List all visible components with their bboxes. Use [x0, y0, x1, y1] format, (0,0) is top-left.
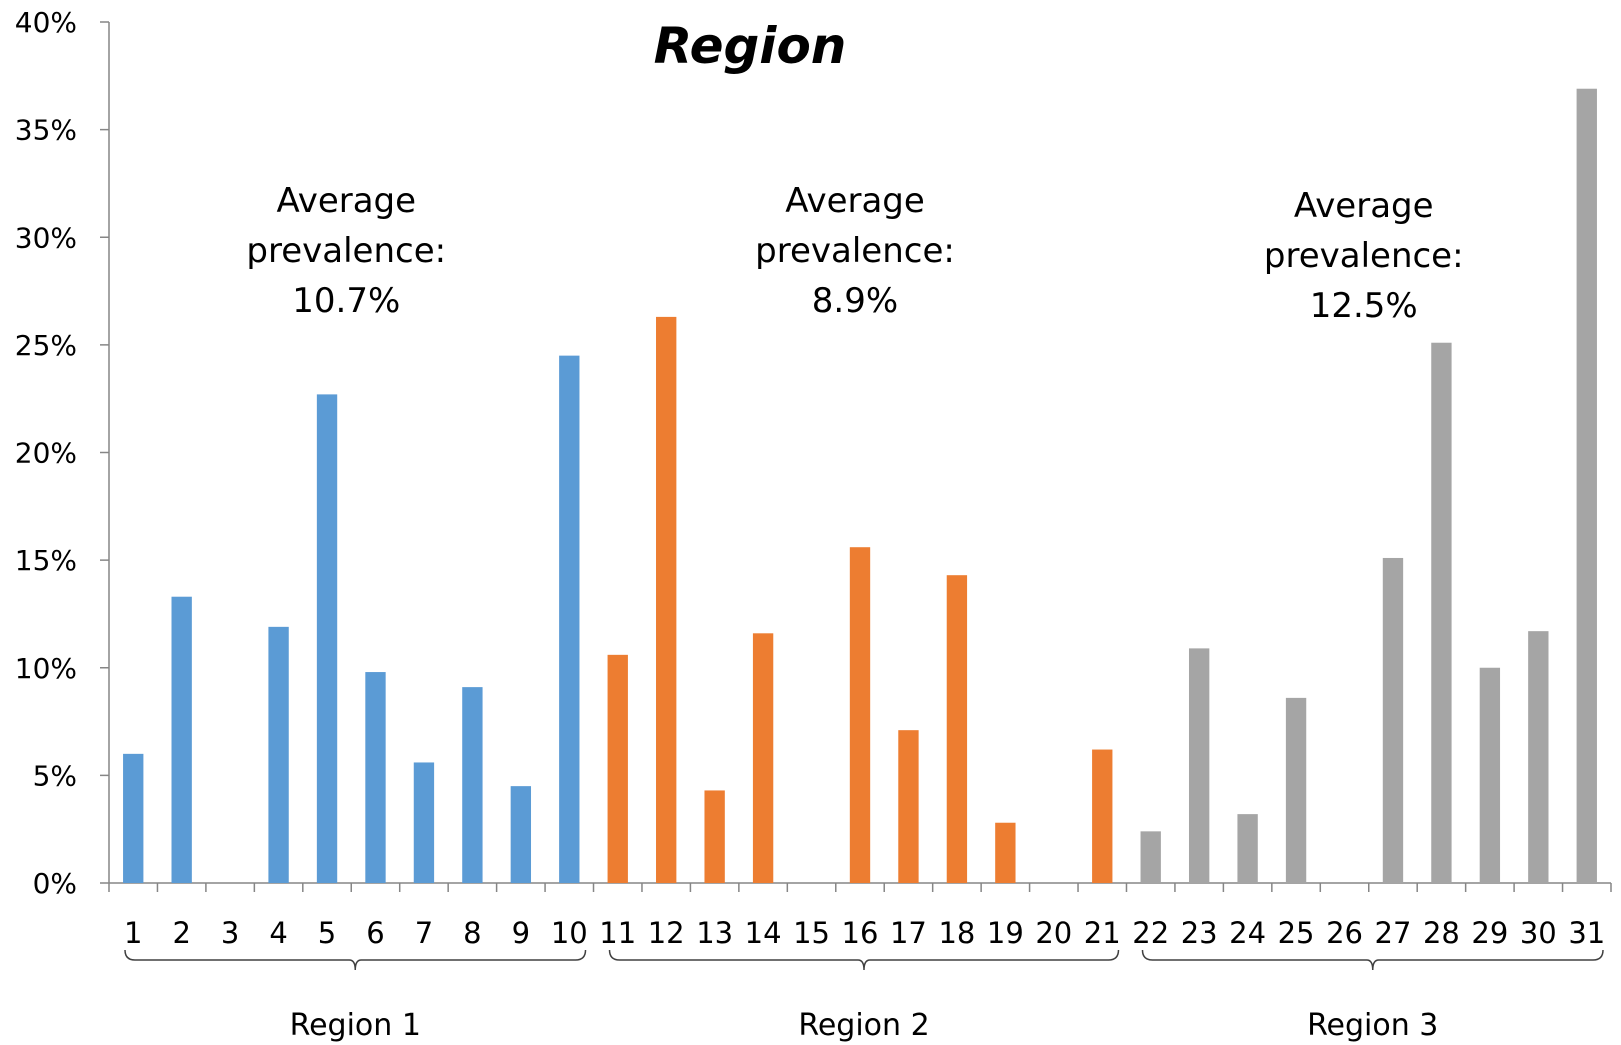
annotation-line: 8.9%: [812, 281, 898, 321]
x-tick-label: 10: [551, 916, 588, 950]
bar-17: [898, 730, 919, 883]
x-tick-label: 11: [599, 916, 636, 950]
x-tick-label: 24: [1229, 916, 1266, 950]
group-brace: [1141, 949, 1604, 971]
bar-24: [1237, 814, 1258, 883]
annotation-line: prevalence:: [1264, 236, 1464, 276]
x-tick-label: 17: [890, 916, 927, 950]
bar-11: [607, 654, 628, 883]
bar-21: [1092, 749, 1113, 883]
y-tick-label: 5%: [33, 759, 77, 792]
bar-18: [946, 575, 968, 883]
x-tick-label: 27: [1375, 916, 1412, 950]
annotation-line: 12.5%: [1310, 286, 1418, 326]
x-tick-label: 2: [172, 916, 190, 950]
bar-8: [462, 687, 483, 883]
y-tick-label: 0%: [33, 867, 77, 900]
x-tick-label: 18: [938, 916, 975, 950]
bar-13: [704, 790, 725, 883]
average-annotations: Average prevalence: 10.7% Average prevalence…: [246, 181, 1463, 326]
bar-10: [559, 355, 580, 883]
x-tick-label: 20: [1035, 916, 1072, 950]
x-tick-label: 12: [648, 916, 685, 950]
x-tick-label: 21: [1084, 916, 1121, 950]
y-tick-label: 30%: [15, 221, 77, 254]
annotation-line: prevalence:: [755, 231, 955, 271]
x-tick-label: 7: [415, 916, 433, 950]
chart-title: Region: [654, 17, 847, 75]
bar-16: [849, 547, 871, 883]
x-tick-label: 25: [1278, 916, 1315, 950]
y-tick-label: 40%: [15, 6, 77, 39]
x-tick-label: 28: [1423, 916, 1460, 950]
y-axis: 0% 5% 10% 15% 20% 25% 30% 35% 40%: [15, 6, 110, 900]
group-brace: [608, 949, 1120, 971]
x-tick-label: 26: [1326, 916, 1363, 950]
x-tick-label: 22: [1132, 916, 1169, 950]
bar-2: [171, 596, 192, 883]
y-tick-label: 25%: [15, 329, 77, 362]
annotation-line: Average: [785, 181, 925, 221]
category-labels: 1 2 3 4 5 6 7 8 9 10 11 12 13 14 15 16 17 18 19 20 21 22 23 24 2…: [124, 916, 1605, 950]
x-tick-label: 31: [1568, 916, 1605, 950]
bar-12: [656, 316, 677, 884]
annotation-line: Average: [276, 181, 416, 221]
x-tick-label: 6: [366, 916, 384, 950]
x-tick-label: 5: [318, 916, 336, 950]
x-tick-label: 16: [842, 916, 879, 950]
bar-29: [1479, 667, 1501, 883]
annotation-line: Average: [1294, 186, 1434, 226]
bar-28: [1431, 342, 1452, 883]
group-brace: [124, 949, 587, 971]
x-tick-label: 19: [987, 916, 1024, 950]
bar-5: [316, 394, 338, 883]
bars: [123, 88, 1597, 884]
group-label: Region 1: [290, 1008, 421, 1043]
x-tick-label: 9: [512, 916, 530, 950]
x-tick-label: 4: [269, 916, 287, 950]
bar-7: [413, 762, 435, 883]
x-tick-label: 3: [221, 916, 239, 950]
region-groups: Region 1 Region 2 Region 3: [124, 949, 1604, 1043]
x-tick-label: 13: [696, 916, 733, 950]
bar-27: [1382, 557, 1404, 883]
y-tick-label: 10%: [15, 652, 77, 685]
bar-30: [1528, 631, 1549, 883]
bar-25: [1285, 697, 1307, 883]
bar-6: [365, 672, 386, 883]
bar-9: [510, 786, 532, 883]
bar-14: [752, 633, 774, 883]
annotation-line: prevalence:: [246, 231, 446, 271]
x-tick-label: 29: [1471, 916, 1508, 950]
annotation-line: 10.7%: [292, 281, 400, 321]
y-tick-label: 20%: [15, 437, 77, 470]
x-tick-label: 1: [124, 916, 142, 950]
x-axis: [108, 882, 1612, 892]
x-tick-label: 14: [745, 916, 782, 950]
x-tick-label: 15: [793, 916, 830, 950]
bar-19: [995, 822, 1016, 883]
group-label: Region 3: [1307, 1008, 1438, 1043]
bar-1: [123, 753, 144, 883]
bar-4: [268, 626, 289, 883]
x-tick-label: 30: [1520, 916, 1557, 950]
x-tick-label: 23: [1181, 916, 1218, 950]
y-tick-label: 15%: [15, 544, 77, 577]
group-label: Region 2: [798, 1008, 929, 1043]
bar-31: [1576, 88, 1597, 884]
bar-23: [1188, 648, 1210, 883]
y-tick-label: 35%: [15, 114, 77, 147]
x-tick-label: 8: [463, 916, 481, 950]
bar-22: [1140, 831, 1161, 883]
